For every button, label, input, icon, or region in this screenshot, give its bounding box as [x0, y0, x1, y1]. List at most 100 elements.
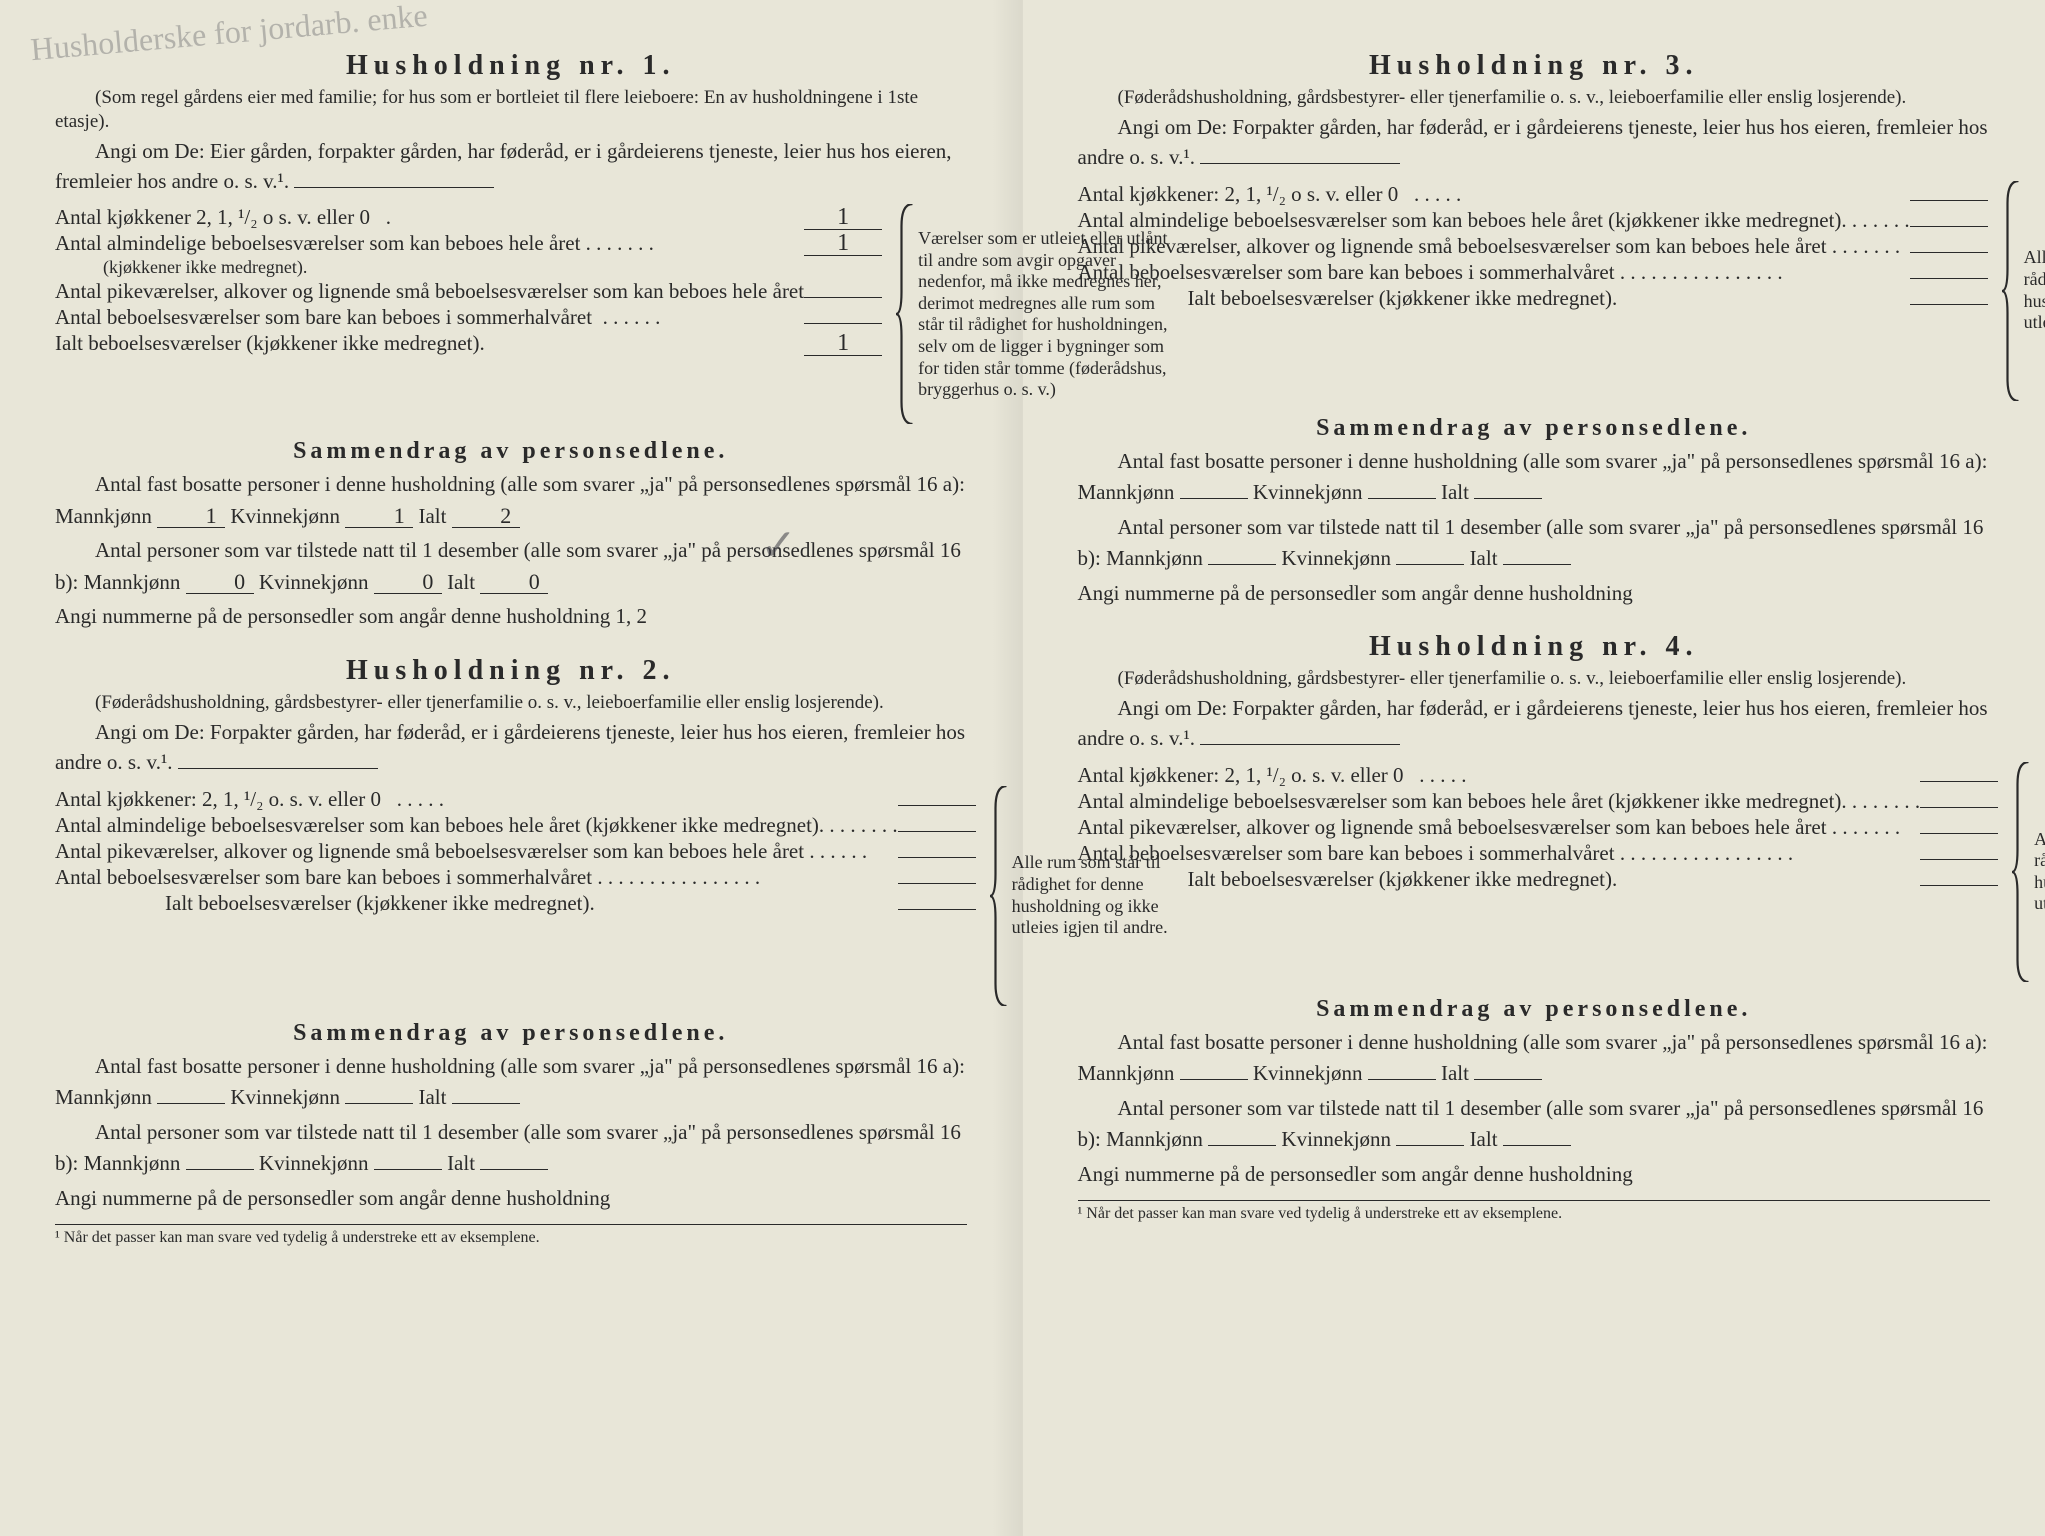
h4-maids-value — [1920, 833, 1998, 834]
room-list-h3: Antal kjøkkener: 2, 1, ¹/₂ o s. v. eller… — [1078, 181, 1988, 401]
h4-perm-k — [1368, 1079, 1436, 1080]
maids-value — [804, 297, 882, 298]
h2-pres-k-label: Kvinnekjønn — [259, 1151, 369, 1175]
h2-summer-label: Antal beboelsesværelser som bare kan beb… — [55, 865, 760, 890]
angi-blank-h3 — [1200, 163, 1400, 164]
summer-value — [804, 323, 882, 324]
pres-text-h3: Antal personer som var tilstede natt til… — [1078, 515, 1984, 571]
summer-label: Antal beboelsesværelser som bare kan beb… — [55, 305, 660, 330]
perm-line-h1: Antal fast bosatte personer i denne hush… — [55, 469, 967, 532]
summary-title-h1: Sammendrag av personsedlene. — [55, 438, 967, 465]
curly-brace-icon — [2012, 762, 2034, 982]
h3-kitchens-label: Antal kjøkkener: 2, 1, ¹/₂ o s. v. eller… — [1078, 182, 1462, 207]
ordinary-value: 1 — [804, 231, 882, 256]
perm-k: 1 — [345, 505, 413, 528]
h4-perm-t-label: Ialt — [1441, 1061, 1469, 1085]
h4-summer-value — [1920, 859, 1998, 860]
h3-pres-t-label: Ialt — [1470, 546, 1498, 570]
pres-line-h3: Antal personer som var tilstede natt til… — [1078, 512, 1991, 575]
kitchens-label: Antal kjøkkener 2, 1, ¹/₂ o s. v. eller … — [55, 205, 391, 230]
h2-ordinary-value — [898, 831, 976, 832]
pres-k: 0 — [374, 571, 442, 594]
household-2-rooms: Antal kjøkkener: 2, 1, ¹/₂ o. s. v. elle… — [55, 786, 967, 1006]
pres-line-h2: Antal personer som var tilstede natt til… — [55, 1117, 967, 1180]
numbers-line-h4: Angi nummerne på de personsedler som ang… — [1078, 1159, 1991, 1191]
h4-summer-label: Antal beboelsesværelser som bare kan beb… — [1078, 841, 1794, 866]
h4-kitchens-label: Antal kjøkkener: 2, 1, ¹/₂ o. s. v. elle… — [1078, 763, 1467, 788]
h4-pres-t — [1503, 1145, 1571, 1146]
h4-ordinary-label: Antal almindelige beboelsesværelser som … — [1078, 789, 1921, 814]
numbers-text-h3: Angi nummerne på de personsedler som ang… — [1078, 581, 1633, 605]
total-label: Ialt beboelsesværelser (kjøkkener ikke m… — [55, 331, 485, 356]
angi-text: Angi om De: Eier gården, forpakter gårde… — [55, 139, 952, 193]
perm-m: 1 — [157, 505, 225, 528]
h3-perm-k-label: Kvinnekjønn — [1253, 480, 1363, 504]
pres-line-h1: Antal personer som var tilstede natt til… — [55, 535, 967, 598]
brace-column-h3: Alle rum som står til rådighet for denne… — [2002, 181, 2045, 401]
household-3-angi: Angi om De: Forpakter gården, har føderå… — [1078, 112, 1991, 173]
h2-maids-label: Antal pikeværelser, alkover og lignende … — [55, 839, 867, 864]
maids-label: Antal pikeværelser, alkover og lignende … — [55, 279, 804, 304]
side-note-h4: Alle rum som står til rådighet for denne… — [2034, 762, 2045, 982]
h3-maids-value — [1910, 252, 1988, 253]
perm-t: 2 — [452, 505, 520, 528]
h3-total-value — [1910, 304, 1988, 305]
h2-perm-t-label: Ialt — [418, 1085, 446, 1109]
h2-maids-value — [898, 857, 976, 858]
angi-blank-h4 — [1200, 744, 1400, 745]
h3-ordinary-value — [1910, 226, 1988, 227]
numbers-val: 1, 2 — [615, 604, 647, 628]
perm-line-h3: Antal fast bosatte personer i denne hush… — [1078, 446, 1991, 509]
h3-perm-t-label: Ialt — [1441, 480, 1469, 504]
h2-perm-k — [345, 1103, 413, 1104]
perm-text-h2: Antal fast bosatte personer i denne hush… — [55, 1054, 965, 1110]
h2-total-value — [898, 909, 976, 910]
h3-total-label: Ialt beboelsesværelser (kjøkkener ikke m… — [1188, 286, 1618, 311]
h3-pres-t — [1503, 564, 1571, 565]
checkmark-icon: ✓ — [760, 520, 797, 571]
h2-total-label: Ialt beboelsesværelser (kjøkkener ikke m… — [165, 891, 595, 916]
h3-summer-value — [1910, 278, 1988, 279]
h2-pres-t-label: Ialt — [447, 1151, 475, 1175]
perm-line-h4: Antal fast bosatte personer i denne hush… — [1078, 1027, 1991, 1090]
perm-k-label: Kvinnekjønn — [230, 504, 340, 528]
numbers-text: Angi nummerne på de personsedler som ang… — [55, 604, 610, 628]
brace-column-h4: Alle rum som står til rådighet for denne… — [2012, 762, 2045, 982]
household-1-rooms: Antal kjøkkener 2, 1, ¹/₂ o s. v. eller … — [55, 204, 967, 424]
perm-line-h2: Antal fast bosatte personer i denne hush… — [55, 1051, 967, 1114]
h3-perm-m — [1180, 498, 1248, 499]
h4-perm-t — [1474, 1079, 1542, 1080]
household-1-title: Husholdning nr. 1. — [55, 50, 967, 82]
kitchens-value: 1 — [804, 205, 882, 230]
h4-perm-m — [1180, 1079, 1248, 1080]
h3-pres-k-label: Kvinnekjønn — [1281, 546, 1391, 570]
h3-kitchens-value — [1910, 200, 1988, 201]
footnote-left: ¹ Når det passer kan man svare ved tydel… — [55, 1224, 967, 1247]
household-1-intro: (Som regel gårdens eier med familie; for… — [55, 86, 967, 134]
household-3-intro: (Føderådshusholdning, gårdsbestyrer- ell… — [1078, 86, 1991, 110]
left-page: Husholderske for jordarb. enke Husholdni… — [0, 0, 1023, 1536]
room-list: Antal kjøkkener 2, 1, ¹/₂ o s. v. eller … — [55, 204, 882, 424]
h2-kitchens-value — [898, 805, 976, 806]
h3-perm-k — [1368, 498, 1436, 499]
h2-pres-m — [186, 1169, 254, 1170]
footnote-right: ¹ Når det passer kan man svare ved tydel… — [1078, 1200, 1991, 1223]
household-3-title: Husholdning nr. 3. — [1078, 50, 1991, 82]
perm-text-h3: Antal fast bosatte personer i denne hush… — [1078, 449, 1988, 505]
h3-maids-label: Antal pikeværelser, alkover og lignende … — [1078, 234, 1901, 259]
h2-ordinary-label: Antal almindelige beboelsesværelser som … — [55, 813, 898, 838]
h3-pres-k — [1396, 564, 1464, 565]
angi-blank-h2 — [178, 768, 378, 769]
h4-pres-k — [1396, 1145, 1464, 1146]
h3-perm-t — [1474, 498, 1542, 499]
h2-pres-k — [374, 1169, 442, 1170]
h2-perm-m — [157, 1103, 225, 1104]
numbers-line-h2: Angi nummerne på de personsedler som ang… — [55, 1183, 967, 1215]
h3-ordinary-label: Antal almindelige beboelsesværelser som … — [1078, 208, 1910, 233]
room-list-h2: Antal kjøkkener: 2, 1, ¹/₂ o. s. v. elle… — [55, 786, 976, 1006]
household-2-angi: Angi om De: Forpakter gården, har føderå… — [55, 717, 967, 778]
numbers-line-h1: Angi nummerne på de personsedler som ang… — [55, 601, 967, 633]
h4-pres-k-label: Kvinnekjønn — [1281, 1127, 1391, 1151]
document-spread: Husholderske for jordarb. enke Husholdni… — [0, 0, 2045, 1536]
pres-k-label: Kvinnekjønn — [259, 570, 369, 594]
